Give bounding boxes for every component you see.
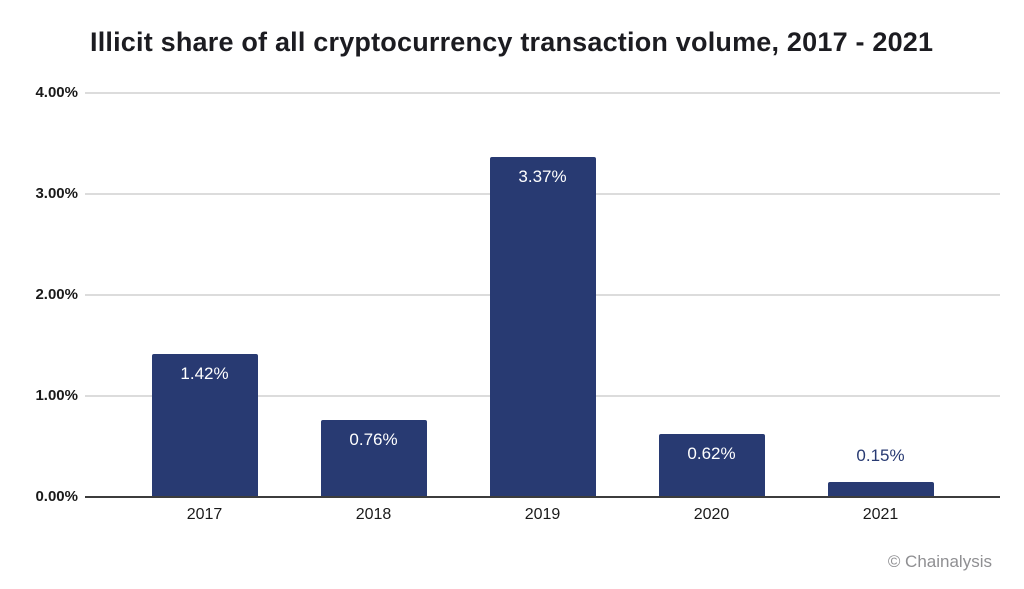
bar-value-label: 3.37%	[518, 166, 567, 186]
x-axis-label: 2020	[693, 506, 730, 523]
x-axis-label: 2017	[186, 506, 223, 523]
x-axis-line	[85, 496, 1000, 498]
bar-value-label: 0.62%	[687, 444, 736, 464]
y-axis-tick-label: 1.00%	[35, 387, 78, 404]
y-axis-tick-label: 4.00%	[35, 84, 78, 101]
y-axis: 0.00% 1.00% 2.00% 3.00% 4.00%	[0, 84, 78, 505]
y-axis-tick-label: 0.00%	[35, 488, 78, 505]
x-axis-label: 2018	[355, 506, 392, 523]
x-axis-label: 2019	[524, 506, 561, 523]
bar-value-label: 1.42%	[180, 363, 229, 383]
y-axis-tick-label: 2.00%	[35, 286, 78, 303]
attribution: © Chainalysis	[887, 552, 992, 571]
bar-value-label: 0.76%	[349, 430, 398, 450]
gridline	[85, 92, 1000, 94]
bar-value-label: 0.15%	[856, 445, 905, 465]
bar-2020: 0.62%	[658, 434, 765, 497]
bar-2021: 0.15%	[827, 446, 934, 497]
chart-title: Illicit share of all cryptocurrency tran…	[90, 27, 934, 57]
x-axis: 2017 2018 2019 2020 2021	[85, 506, 1000, 534]
bar-2018: 0.76%	[320, 420, 427, 497]
bar-2017: 1.42%	[151, 353, 258, 497]
y-axis-tick-label: 3.00%	[35, 185, 78, 202]
x-axis-label: 2021	[862, 506, 899, 523]
plot-area: 1.42% 0.76% 3.37% 0.62% 0.15%	[85, 92, 1000, 498]
bar-2019: 3.37%	[489, 156, 596, 497]
